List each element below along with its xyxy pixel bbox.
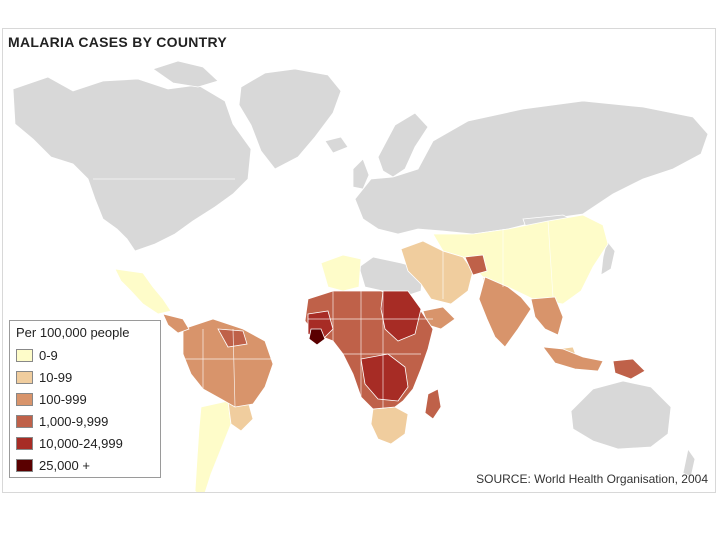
japan [600,240,616,276]
legend-swatch [16,459,33,472]
argentina-chile-0-9 [194,400,232,492]
iceland [324,136,349,154]
legend-label: 10-99 [39,370,73,385]
indonesia-100-999 [542,346,604,372]
mexico-0-9 [114,268,172,315]
sudan-10000-24999 [380,290,422,342]
india-region-100-999 [478,276,532,348]
central-america-100-999 [162,313,190,334]
legend-label: 0-9 [39,348,58,363]
europe-russia [354,100,709,235]
legend-title: Per 100,000 people [16,325,130,340]
new-zealand [682,448,696,478]
legend-swatch [16,393,33,406]
arctic-islands [152,60,219,88]
scandinavia [377,112,429,178]
afghanistan-1000-9999 [464,254,488,276]
source-credit: SOURCE: World Health Organisation, 2004 [476,472,708,486]
south-america-100-999 [182,318,274,408]
legend-swatch [16,415,33,428]
legend-item: 0-9 [16,347,58,364]
legend-label: 10,000-24,999 [39,436,123,451]
uk-ireland [352,158,370,190]
central-africa-10000-24999 [360,353,409,402]
legend-label: 25,000 + [39,458,90,473]
legend-item: 100-999 [16,391,87,408]
legend-swatch [16,437,33,450]
country-borders [93,178,554,409]
indochina-100-999 [530,296,564,336]
guiana-1000-9999 [217,328,248,348]
map-title: MALARIA CASES BY COUNTRY [8,34,228,50]
middle-east-10-99 [400,240,474,305]
legend: Per 100,000 people 0-9 10-99 100-999 1,0… [9,320,161,478]
australia [570,380,672,450]
legend-label: 100-999 [39,392,87,407]
legend-item: 25,000 + [16,457,90,474]
legend-item: 10,000-24,999 [16,435,123,452]
legend-item: 10-99 [16,369,72,386]
southern-africa-10-99 [370,406,409,445]
world-map [12,60,709,492]
legend-swatch [16,371,33,384]
canada-usa [12,76,252,252]
madagascar-1000-9999 [424,388,442,420]
legend-label: 1,000-9,999 [39,414,109,429]
legend-swatch [16,349,33,362]
algeria-libya-0-9 [320,254,362,292]
legend-item: 1,000-9,999 [16,413,108,430]
greenland [238,68,342,170]
papua-1000-9999 [612,358,646,380]
west-africa-25000-plus [308,328,326,346]
